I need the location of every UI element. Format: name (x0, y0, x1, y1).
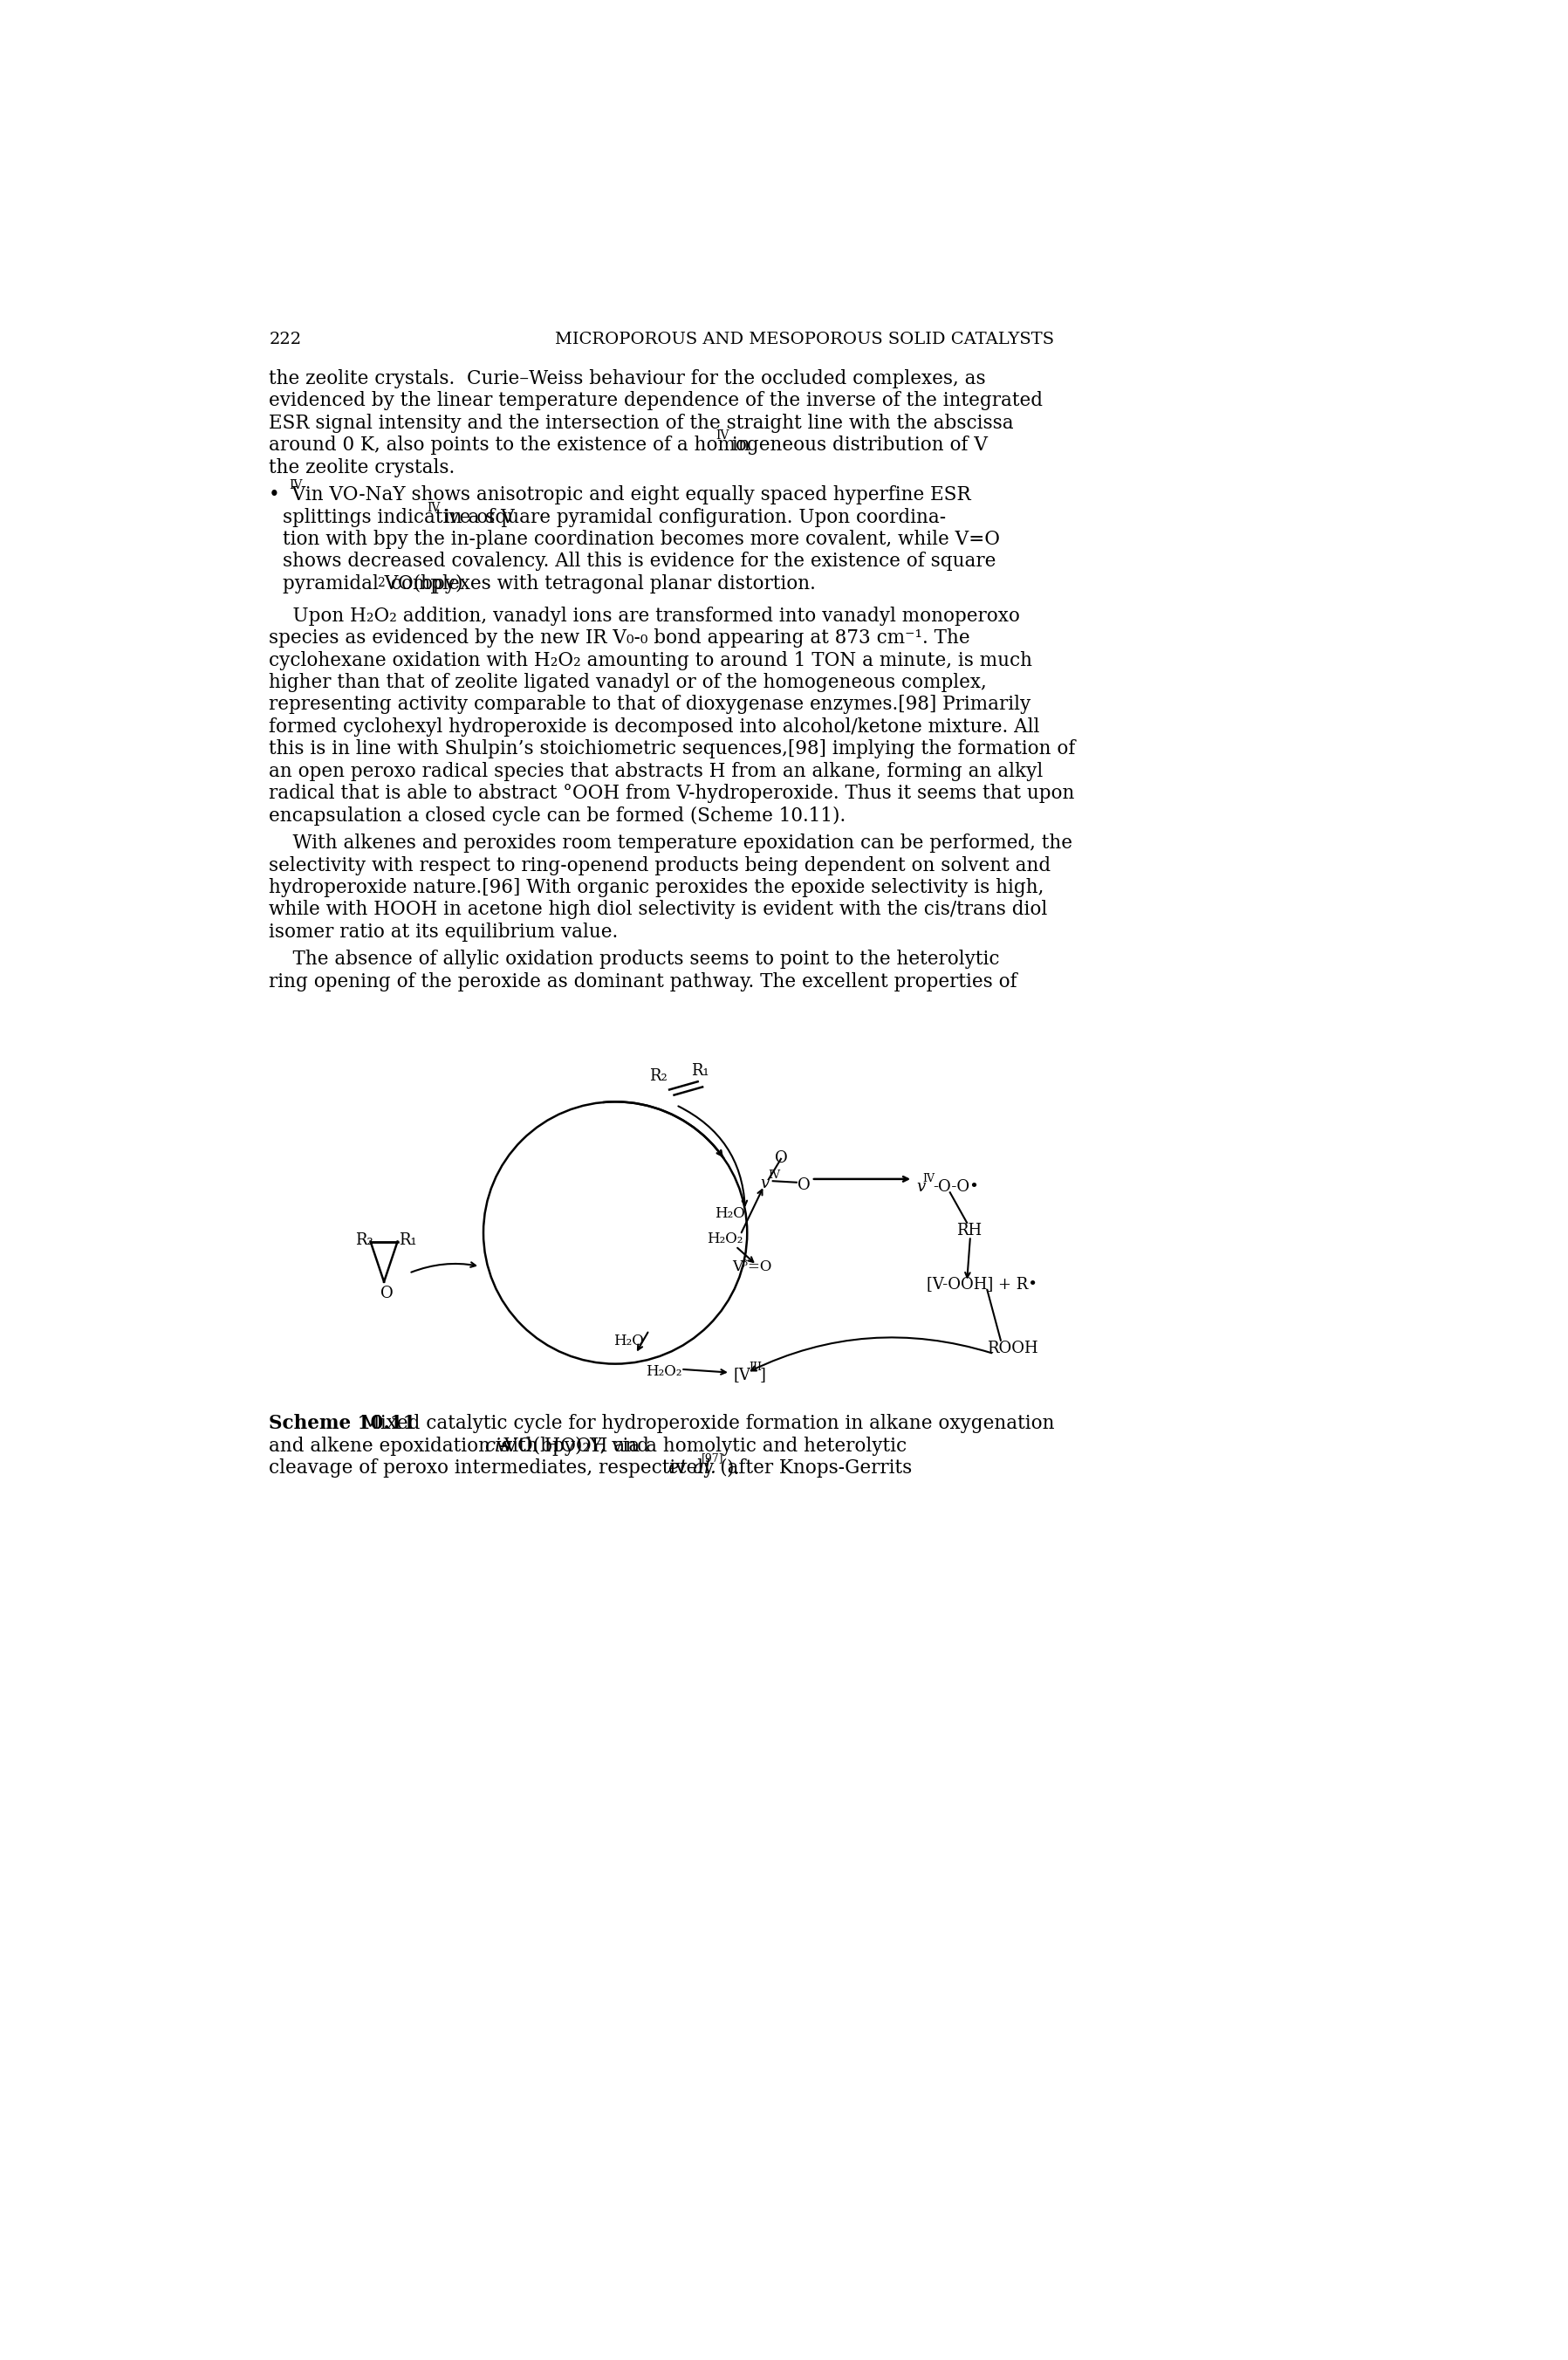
Text: species as evidenced by the new IR V₀-₀ bond appearing at 873 cm⁻¹. The: species as evidenced by the new IR V₀-₀ … (270, 628, 971, 649)
Text: this is in line with Shulpin’s stoichiometric sequences,[98] implying the format: this is in line with Shulpin’s stoichiom… (270, 739, 1076, 758)
Text: formed cyclohexyl hydroperoxide is decomposed into alcohol/ketone mixture. All: formed cyclohexyl hydroperoxide is decom… (270, 717, 1040, 736)
Text: 2: 2 (376, 576, 384, 590)
Text: ring opening of the peroxide as dominant pathway. The excellent properties of: ring opening of the peroxide as dominant… (270, 972, 1018, 991)
Text: v: v (760, 1175, 770, 1192)
Text: IV: IV (768, 1171, 781, 1180)
Text: encapsulation a closed cycle can be formed (Scheme 10.11).: encapsulation a closed cycle can be form… (270, 807, 847, 826)
Text: and alkene epoxidation with HOOH and: and alkene epoxidation with HOOH and (270, 1437, 655, 1456)
Text: evidenced by the linear temperature dependence of the inverse of the integrated: evidenced by the linear temperature depe… (270, 392, 1043, 411)
Text: H₂O₂: H₂O₂ (707, 1232, 743, 1246)
Text: in VO-NaY shows anisotropic and eight equally spaced hyperfine ESR: in VO-NaY shows anisotropic and eight eq… (299, 486, 971, 505)
Text: radical that is able to abstract °OOH from V-hydroperoxide. Thus it seems that u: radical that is able to abstract °OOH fr… (270, 784, 1074, 802)
Text: an open peroxo radical species that abstracts H from an alkane, forming an alkyl: an open peroxo radical species that abst… (270, 762, 1043, 781)
Text: cleavage of peroxo intermediates, respectively (after Knops-Gerrits: cleavage of peroxo intermediates, respec… (270, 1458, 919, 1477)
Text: hydroperoxide nature.[96] With organic peroxides the epoxide selectivity is high: hydroperoxide nature.[96] With organic p… (270, 878, 1044, 897)
Text: 222: 222 (270, 333, 301, 347)
Text: IV: IV (715, 430, 729, 441)
Text: [V: [V (734, 1366, 751, 1383)
Text: in: in (726, 437, 750, 455)
Text: IV: IV (289, 479, 303, 491)
Text: representing activity comparable to that of dioxygenase enzymes.[98] Primarily: representing activity comparable to that… (270, 696, 1032, 715)
Text: IV: IV (924, 1173, 935, 1185)
Text: while with HOOH in acetone high diol selectivity is evident with the cis/trans d: while with HOOH in acetone high diol sel… (270, 899, 1047, 920)
Text: the zeolite crystals.: the zeolite crystals. (270, 458, 455, 477)
Text: •  V: • V (270, 486, 306, 505)
Text: isomer ratio at its equilibrium value.: isomer ratio at its equilibrium value. (270, 923, 618, 942)
Text: v: v (916, 1180, 925, 1194)
Text: The absence of allylic oxidation products seems to point to the heterolytic: The absence of allylic oxidation product… (270, 949, 1000, 970)
Text: tion with bpy the in-plane coordination becomes more covalent, while V=O: tion with bpy the in-plane coordination … (282, 531, 1000, 550)
Text: [V-OOH] + R•: [V-OOH] + R• (927, 1277, 1036, 1293)
Text: Mixed catalytic cycle for hydroperoxide formation in alkane oxygenation: Mixed catalytic cycle for hydroperoxide … (348, 1414, 1054, 1433)
Text: R₁: R₁ (691, 1062, 709, 1079)
Text: MICROPOROUS AND MESOPOROUS SOLID CATALYSTS: MICROPOROUS AND MESOPOROUS SOLID CATALYS… (555, 333, 1054, 347)
Text: ESR signal intensity and the intersection of the straight line with the abscissa: ESR signal intensity and the intersectio… (270, 413, 1014, 432)
Text: O: O (381, 1286, 394, 1300)
Text: around 0 K, also points to the existence of a homogeneous distribution of V: around 0 K, also points to the existence… (270, 437, 988, 455)
Text: cis: cis (485, 1437, 510, 1456)
Text: Vᵝ=O: Vᵝ=O (732, 1260, 771, 1274)
Text: pyramidal VO(bpy): pyramidal VO(bpy) (282, 573, 463, 592)
Text: R₂: R₂ (354, 1232, 373, 1248)
Text: in a square pyramidal configuration. Upon coordina-: in a square pyramidal configuration. Upo… (437, 507, 946, 526)
Text: -VO(bpy)₂Y, via a homolytic and heterolytic: -VO(bpy)₂Y, via a homolytic and heteroly… (499, 1437, 906, 1456)
Text: higher than that of zeolite ligated vanadyl or of the homogeneous complex,: higher than that of zeolite ligated vana… (270, 673, 986, 691)
Text: ]: ] (759, 1366, 765, 1383)
Text: the zeolite crystals.  Curie–Weiss behaviour for the occluded complexes, as: the zeolite crystals. Curie–Weiss behavi… (270, 368, 986, 389)
Text: H₂O: H₂O (715, 1206, 745, 1220)
Text: R₂: R₂ (649, 1069, 668, 1083)
Text: -O-O•: -O-O• (933, 1180, 980, 1194)
Text: Scheme 10.11: Scheme 10.11 (270, 1414, 416, 1433)
Text: With alkenes and peroxides room temperature epoxidation can be performed, the: With alkenes and peroxides room temperat… (270, 833, 1073, 852)
Text: ROOH: ROOH (988, 1340, 1038, 1357)
Text: H₂O: H₂O (613, 1333, 643, 1348)
Text: O: O (775, 1149, 787, 1166)
Text: O: O (798, 1178, 811, 1192)
Text: et al.: et al. (668, 1458, 717, 1477)
Text: [97]: [97] (702, 1451, 724, 1463)
Text: splittings indicative of V: splittings indicative of V (282, 507, 514, 526)
Text: R₁: R₁ (398, 1232, 417, 1248)
Text: H₂O₂: H₂O₂ (646, 1364, 682, 1378)
Text: III: III (750, 1362, 762, 1374)
Text: ).: ). (726, 1458, 740, 1477)
Text: shows decreased covalency. All this is evidence for the existence of square: shows decreased covalency. All this is e… (282, 552, 996, 571)
Text: Upon H₂O₂ addition, vanadyl ions are transformed into vanadyl monoperoxo: Upon H₂O₂ addition, vanadyl ions are tra… (270, 607, 1021, 625)
Text: complexes with tetragonal planar distortion.: complexes with tetragonal planar distort… (384, 573, 815, 592)
Text: IV: IV (426, 503, 441, 514)
Text: RH: RH (956, 1222, 982, 1239)
Text: cyclohexane oxidation with H₂O₂ amounting to around 1 TON a minute, is much: cyclohexane oxidation with H₂O₂ amountin… (270, 651, 1033, 670)
Text: selectivity with respect to ring-openend products being dependent on solvent and: selectivity with respect to ring-openend… (270, 857, 1051, 876)
